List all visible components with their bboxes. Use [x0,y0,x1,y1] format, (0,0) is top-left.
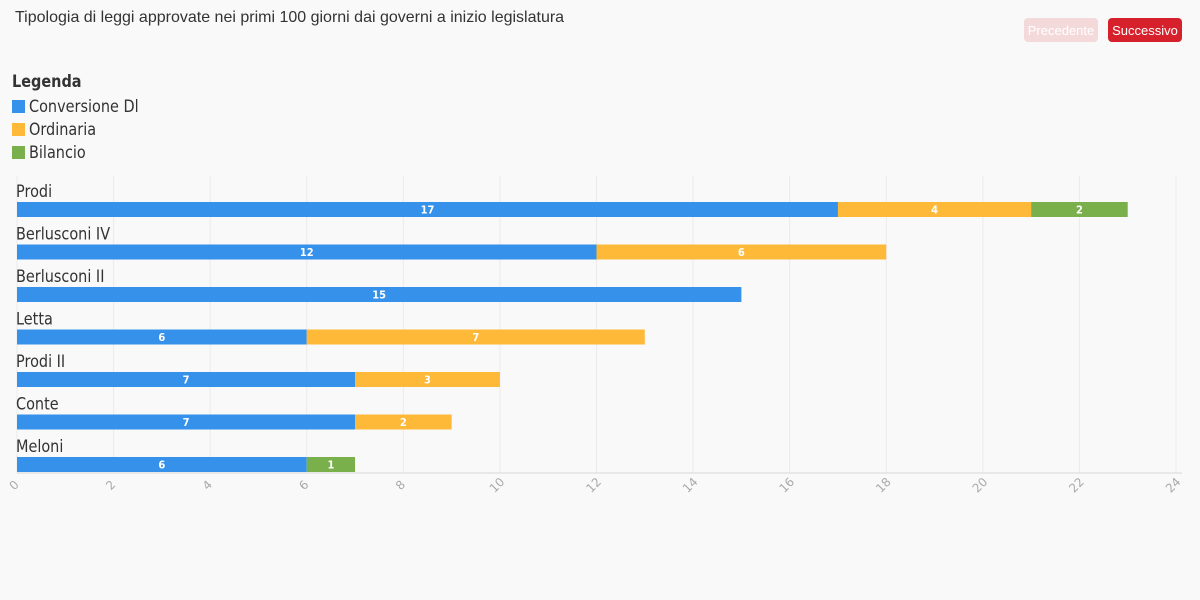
data-label: 7 [183,374,190,387]
data-label: 2 [1076,204,1083,217]
legend-label: Bilancio [29,142,86,163]
category-label: Letta [16,308,53,328]
bar-segment [596,244,887,260]
bar-segment [17,414,356,430]
legend-label: Ordinaria [29,119,97,140]
bar-segment [17,372,356,387]
x-tick-label: 22 [1066,475,1087,496]
bar-segment [17,287,742,302]
x-tick-label: 20 [970,475,991,496]
category-label: Prodi II [16,351,65,371]
bar-segment [355,414,452,430]
bar-segment [1031,202,1128,217]
x-tick-label: 8 [393,478,408,493]
category-label: Berlusconi IV [16,223,110,243]
data-label: 7 [472,331,479,344]
x-tick-label: 4 [200,478,215,493]
bar-segment [306,329,645,345]
data-label: 15 [372,289,386,302]
x-tick-label: 24 [1163,475,1184,496]
bar-segment [17,329,307,345]
next-button[interactable]: Successivo [1108,18,1182,42]
x-tick-label: 12 [583,475,604,496]
data-label: 2 [400,416,407,429]
category-label: Meloni [16,436,63,456]
x-tick-label: 18 [873,475,894,496]
bar-segment [17,244,597,260]
data-label: 12 [300,246,314,259]
bar-segment [17,202,838,217]
data-label: 6 [738,246,745,259]
previous-button[interactable]: Precedente [1024,18,1098,42]
bar-segment [355,372,500,387]
bar-segment [17,457,307,472]
legend-swatch [12,100,25,113]
data-label: 4 [931,204,938,217]
data-label: 17 [421,204,435,217]
legend-label: Conversione Dl [29,96,139,117]
data-label: 1 [327,459,334,472]
data-label: 3 [424,374,431,387]
chart-title: Tipologia di leggi approvate nei primi 1… [15,9,565,26]
category-label: Berlusconi II [16,266,104,286]
legend-title: Legenda [12,72,82,92]
data-label: 7 [183,416,190,429]
bar-segment [837,202,1032,217]
legend-item-ordinaria[interactable]: Ordinaria [12,118,158,141]
legend-item-bilancio[interactable]: Bilancio [12,141,158,164]
x-tick-label: 0 [7,478,22,493]
legend-swatch [12,123,25,136]
legend-item-conversione-dl[interactable]: Conversione Dl [12,95,158,118]
legend-swatch [12,146,25,159]
x-tick-label: 2 [103,478,118,493]
category-label: Prodi [16,181,52,201]
x-tick-label: 6 [296,478,311,493]
x-tick-label: 16 [776,475,797,496]
category-label: Conte [16,393,59,413]
data-label: 6 [158,459,165,472]
x-tick-label: 14 [680,475,701,496]
data-label: 6 [158,331,165,344]
legend: Legenda Conversione Dl Ordinaria Bilanci… [12,72,158,164]
bar-segment [306,457,356,472]
x-tick-label: 10 [487,475,508,496]
